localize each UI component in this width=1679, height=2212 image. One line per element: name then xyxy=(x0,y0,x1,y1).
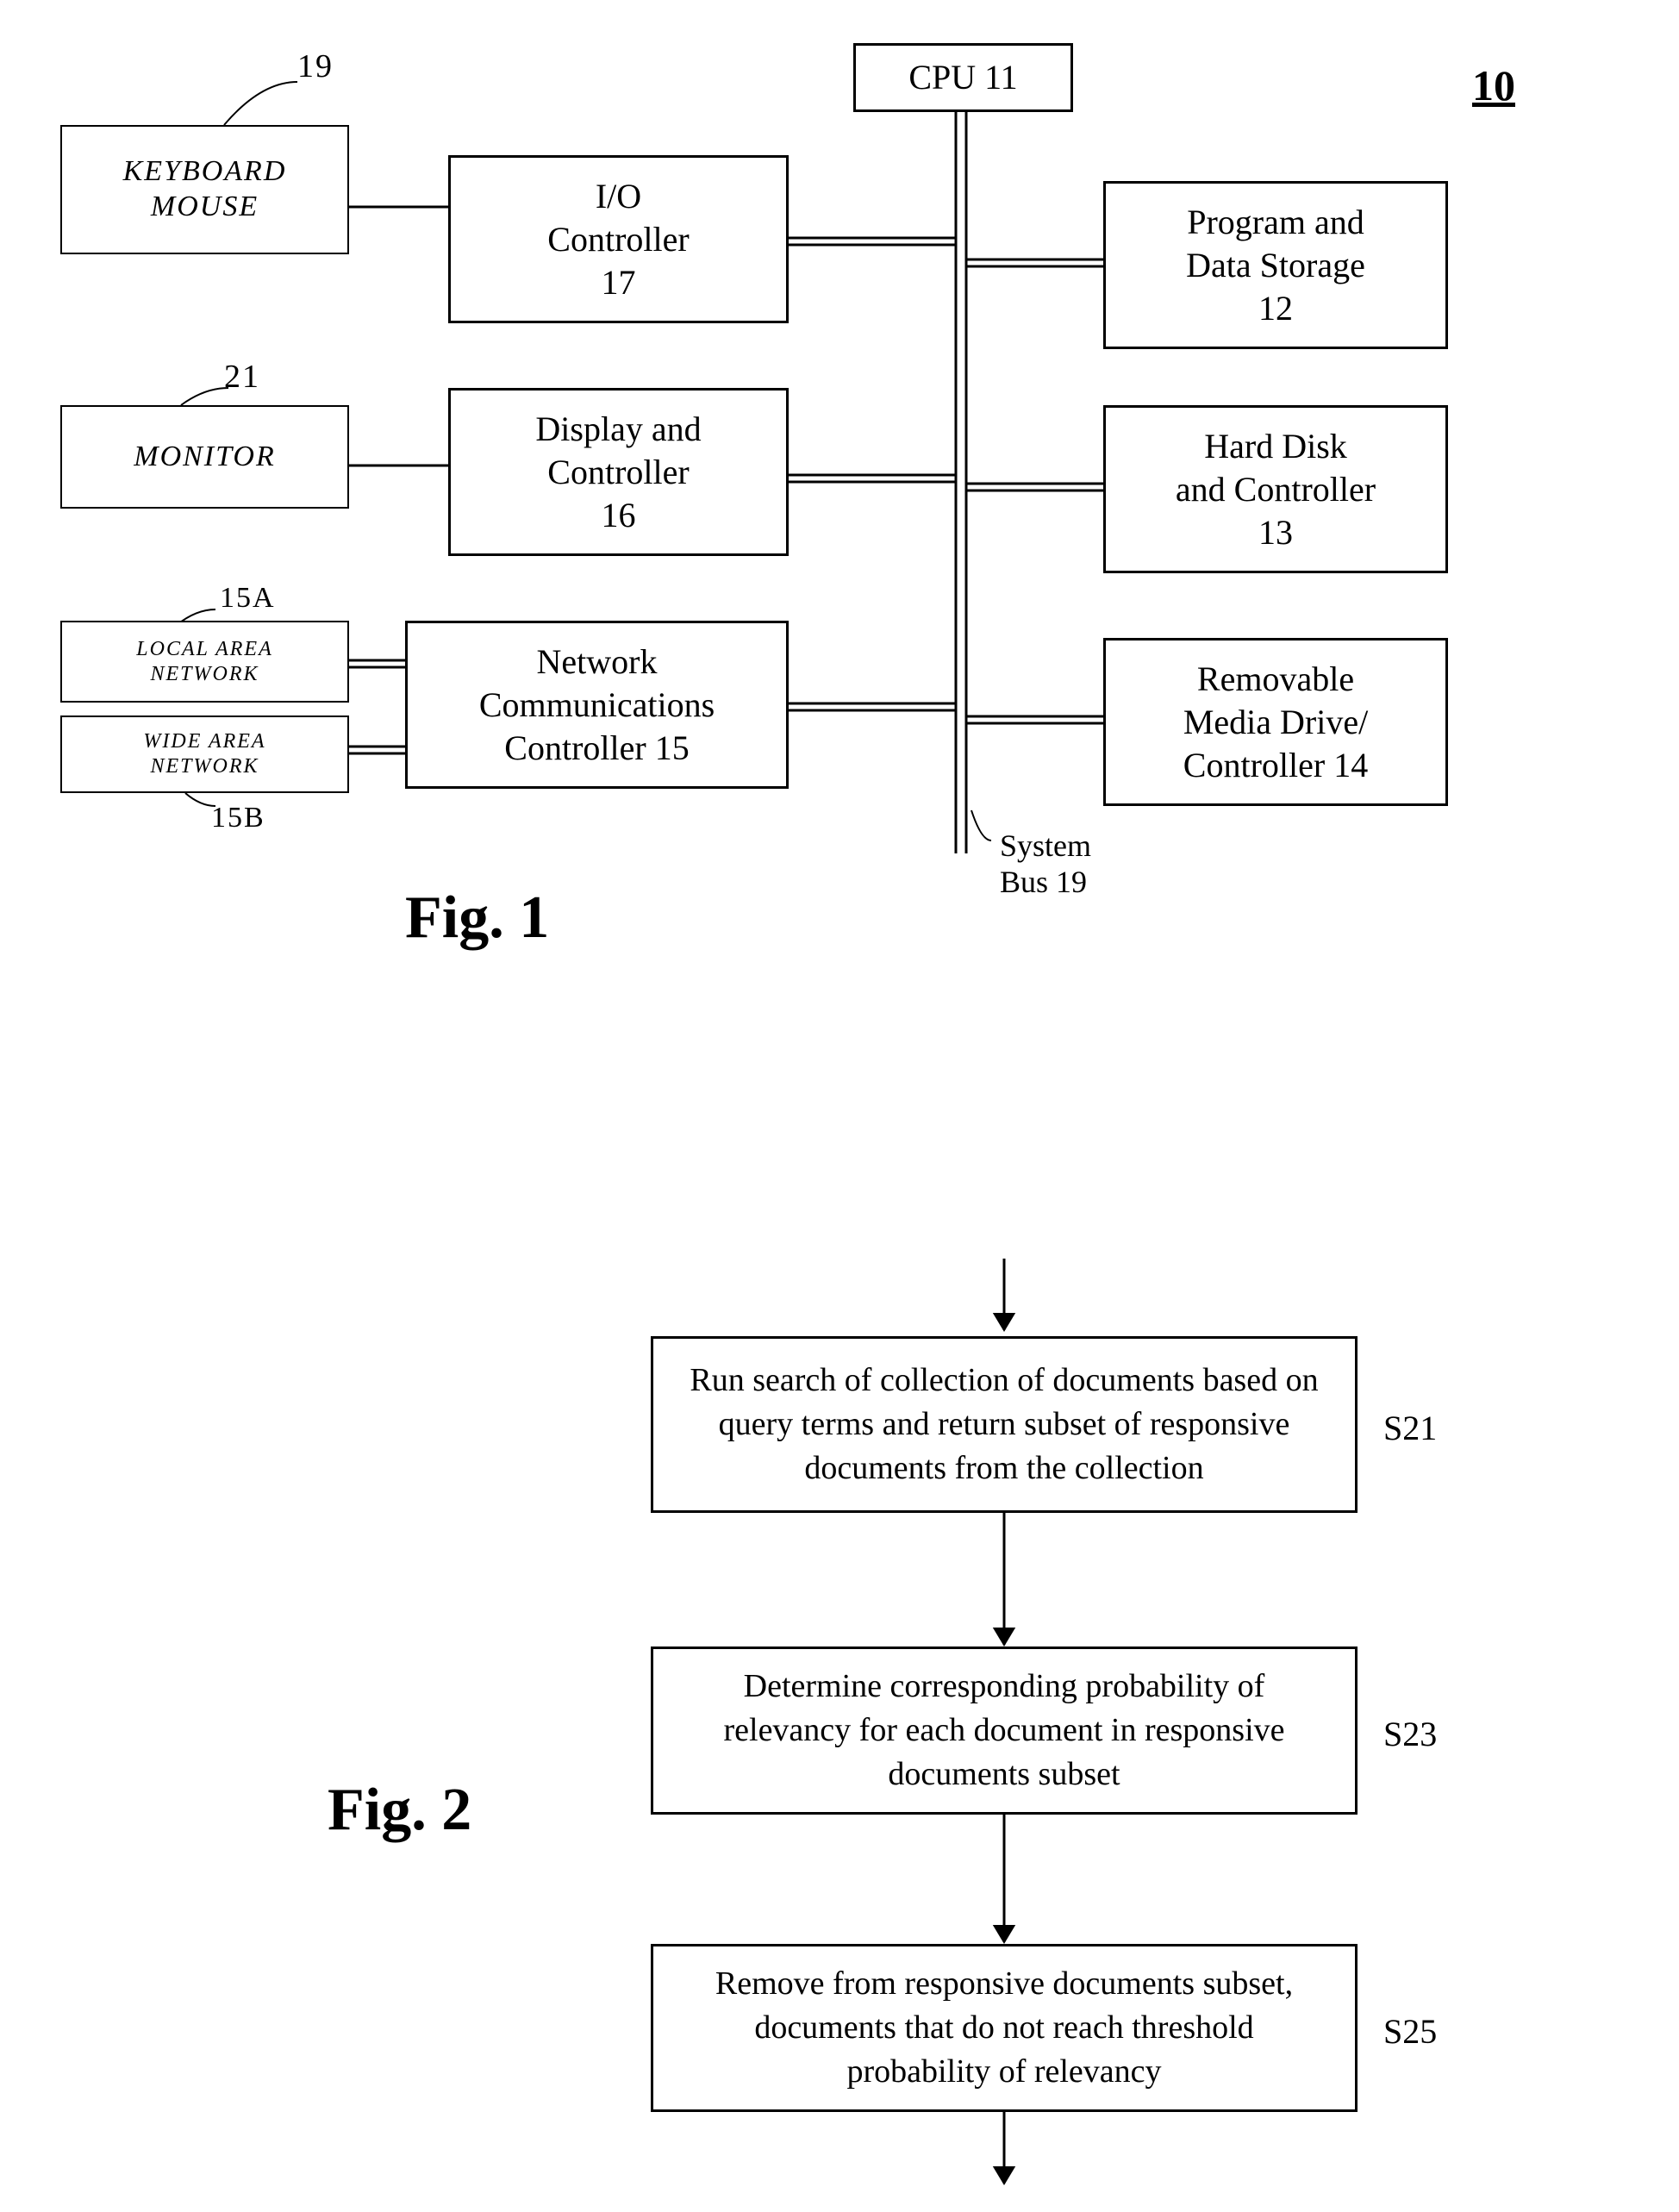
fig1-node-mon: MONITOR xyxy=(60,405,349,509)
fig1-node-stor: Program andData Storage12 xyxy=(1103,181,1448,349)
node-line: CPU 11 xyxy=(908,56,1017,99)
fig1-node-kbm: KEYBOARDMOUSE xyxy=(60,125,349,254)
node-line: NETWORK xyxy=(150,662,259,687)
node-line: Hard Disk xyxy=(1204,425,1347,468)
node-line: 13 xyxy=(1258,511,1293,554)
fig2-step-label-S25: S25 xyxy=(1383,2011,1437,2052)
page-ref-10: 10 xyxy=(1472,60,1515,110)
fig1-caption: Fig. 1 xyxy=(405,884,549,953)
fig1-node-net: NetworkCommunicationsController 15 xyxy=(405,621,789,789)
fig1-annot-ref21: 21 xyxy=(224,358,260,396)
node-line: Program and xyxy=(1187,201,1364,244)
fig1-node-disp: Display andController16 xyxy=(448,388,789,556)
fig2-step-S21: Run search of collection of documents ba… xyxy=(651,1336,1358,1513)
node-line: Controller 15 xyxy=(504,727,689,770)
node-line: Data Storage xyxy=(1186,244,1365,287)
node-line: I/O xyxy=(596,175,641,218)
node-line: WIDE AREA xyxy=(143,729,265,754)
node-line: Controller xyxy=(547,218,689,261)
node-line: MONITOR xyxy=(134,440,276,475)
fig2-step-label-S21: S21 xyxy=(1383,1408,1437,1448)
node-line: and Controller xyxy=(1176,468,1376,511)
node-line: Network xyxy=(537,640,658,684)
fig2-step-S25: Remove from responsive documents subset,… xyxy=(651,1944,1358,2112)
node-line: Removable xyxy=(1197,658,1354,701)
fig1-node-wan: WIDE AREANETWORK xyxy=(60,715,349,793)
node-line: Communications xyxy=(479,684,715,727)
fig1-node-rmd: RemovableMedia Drive/Controller 14 xyxy=(1103,638,1448,806)
node-line: 12 xyxy=(1258,287,1293,330)
node-line: Display and xyxy=(535,408,701,451)
fig2-step-label-S23: S23 xyxy=(1383,1714,1437,1754)
fig2-step-S23: Determine corresponding probability of r… xyxy=(651,1647,1358,1815)
fig1-annot-ref15A: 15A xyxy=(220,582,276,615)
node-line: MOUSE xyxy=(151,190,259,225)
fig1-node-hdd: Hard Diskand Controller13 xyxy=(1103,405,1448,573)
fig1-annot-sysbus: System Bus 19 xyxy=(1000,828,1091,900)
fig1-node-cpu: CPU 11 xyxy=(853,43,1073,112)
node-line: 16 xyxy=(602,494,636,537)
fig1-node-lan: LOCAL AREANETWORK xyxy=(60,621,349,703)
node-line: Controller xyxy=(547,451,689,494)
fig1-annot-ref15B: 15B xyxy=(211,802,265,834)
node-line: LOCAL AREA xyxy=(136,637,272,662)
node-line: Controller 14 xyxy=(1183,744,1368,787)
node-line: KEYBOARD xyxy=(123,154,287,190)
node-line: Media Drive/ xyxy=(1183,701,1368,744)
node-line: 17 xyxy=(602,261,636,304)
fig2-caption: Fig. 2 xyxy=(328,1776,471,1845)
node-line: NETWORK xyxy=(150,754,259,779)
fig1-node-io: I/OController17 xyxy=(448,155,789,323)
fig1-annot-ref19: 19 xyxy=(297,47,334,85)
